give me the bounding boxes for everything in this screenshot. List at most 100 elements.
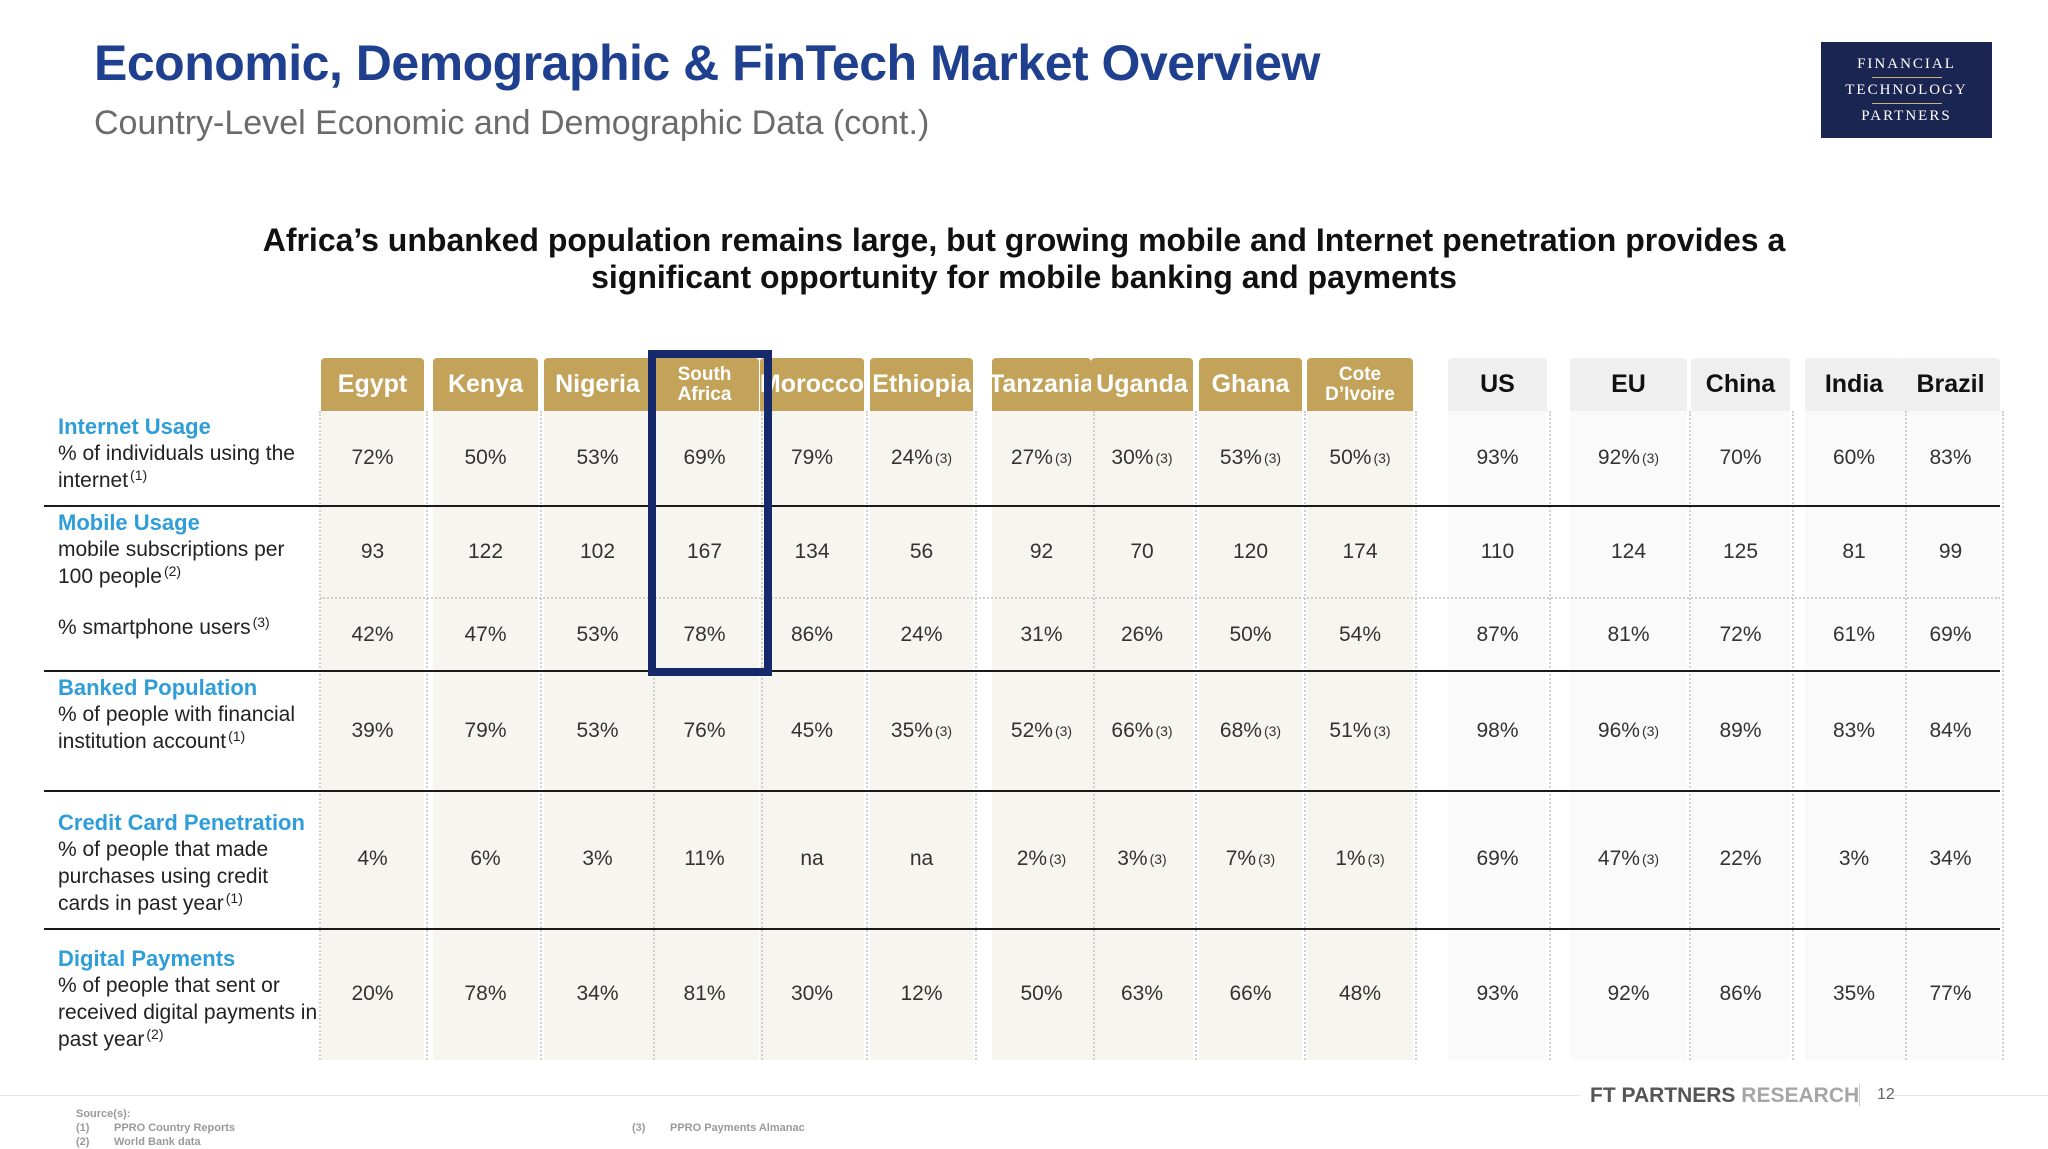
row-footnote: (2) (146, 1026, 164, 1042)
table-cell: 92% (3) (1597, 446, 1660, 469)
cell-value: 69% (683, 446, 726, 469)
cell-value: 11% (684, 847, 725, 870)
table-cell: 87% (1448, 598, 1547, 671)
table-cell: 122 (433, 505, 538, 598)
table-cell: 53% (544, 598, 651, 671)
cell-value: 98% (1476, 718, 1519, 742)
column-separator (319, 411, 321, 1060)
cell-value: 56 (909, 539, 934, 563)
column-band (544, 411, 651, 1060)
column-header-text: South Africa (677, 363, 732, 405)
cell-value: 93% (1476, 982, 1519, 1005)
table-cell: 102 (544, 505, 651, 598)
cell-value: 42% (351, 622, 394, 646)
table-cell: 79% (433, 671, 538, 790)
column-band (1691, 411, 1790, 1060)
row-footnote: (3) (252, 614, 270, 630)
table-cell: 69% (650, 411, 759, 505)
table-cell: 76% (650, 671, 759, 790)
cell-value: 66% (1229, 982, 1272, 1005)
row-divider (44, 928, 2000, 930)
cell-value: 83% (1832, 718, 1876, 742)
table-cell: 83% (1805, 671, 1903, 790)
row-category: Banked Population (58, 675, 258, 700)
row-divider (44, 790, 2000, 792)
table-cell: 68% (3) (1219, 718, 1282, 742)
column-separator (761, 411, 763, 1060)
column-separator (1195, 411, 1197, 1060)
table-cell: 84% (1901, 671, 2000, 790)
cell-value: 63% (1120, 982, 1164, 1005)
south-africa-highlight (648, 350, 772, 676)
table-cell: 31% (992, 598, 1091, 671)
cell-value: 31% (1020, 622, 1063, 646)
table-cell: 6% (433, 790, 538, 928)
table-cell: 174 (1307, 505, 1413, 598)
column-header-ethiopia: Ethiopia (870, 358, 973, 411)
cell-value: 120 (1232, 539, 1269, 563)
cell-value: 26% (1120, 622, 1164, 646)
table-cell: 45% (760, 671, 864, 790)
table-cell: 79% (760, 411, 864, 505)
table-cell: 50% (1199, 598, 1302, 671)
table-cell: 98% (1448, 671, 1547, 790)
source-item: (1) PPRO Country Reports (76, 1122, 236, 1134)
table-cell: 30% (760, 928, 864, 1060)
column-header-nigeria: Nigeria (544, 358, 651, 411)
column-header-india: India (1805, 358, 1903, 411)
cell-value: 7% (1225, 847, 1257, 870)
column-band (870, 411, 973, 1060)
cell-value: 53% (576, 718, 619, 742)
cell-value: 27% (1010, 446, 1053, 469)
row-description: % of individuals using the internet (58, 442, 295, 492)
row-label: % smartphone users (3) (58, 614, 318, 641)
table-cell: 63% (1091, 928, 1193, 1060)
cell-value: 35% (890, 718, 933, 742)
table-cell: 120 (1199, 505, 1302, 598)
cell-value: 54% (1338, 622, 1382, 646)
table-cell: 47% (3) (1597, 847, 1660, 870)
cell-value: 134 (794, 539, 830, 563)
table-cell: 89% (1691, 671, 1790, 790)
column-header-tanzania: Tanzania (989, 358, 1094, 411)
cell-value: 39% (351, 718, 394, 742)
row-footnote: (1) (130, 467, 148, 483)
page-title: Economic, Demographic & FinTech Market O… (94, 35, 1320, 91)
table-cell: na (760, 790, 864, 928)
footer-divider (1890, 1095, 2048, 1096)
row-category: Mobile Usage (58, 510, 200, 535)
cell-value: 72% (351, 446, 394, 469)
row-label: Digital Payments % of people that sent or… (58, 945, 318, 1053)
column-separator (1549, 411, 1551, 1060)
cell-value: 4% (357, 847, 388, 870)
cell-value: na (800, 847, 824, 870)
column-header-line: Cote (1338, 363, 1382, 385)
row-footnote: (2) (163, 563, 182, 579)
table-cell: 34% (1901, 790, 2000, 928)
table-cell: 1% (3) (1335, 847, 1385, 870)
table-cell: 4% (321, 790, 424, 928)
table-cell: 35% (3) (890, 718, 953, 742)
cell-value: 50% (1329, 446, 1372, 469)
cell-value: 76% (683, 718, 726, 742)
cell-value: 79% (464, 718, 507, 742)
table-cell: 24% (870, 598, 973, 671)
source-item: (3) PPRO Payments Almanac (632, 1122, 805, 1134)
column-band (321, 411, 424, 1060)
table-cell: 2% (3) (1016, 847, 1067, 870)
table-cell: 72% (321, 411, 424, 505)
cell-value: 72% (1719, 622, 1762, 646)
logo-line-2: TECHNOLOGY (1845, 81, 1968, 98)
cell-value: 89% (1719, 718, 1762, 742)
column-band (1448, 411, 1547, 1060)
column-band (433, 411, 538, 1060)
sources-label: Source(s): (76, 1108, 131, 1120)
column-header-egypt: Egypt (321, 358, 424, 411)
column-header-line: South (677, 363, 732, 385)
cell-value: 60% (1832, 446, 1876, 469)
table-cell: 77% (1901, 928, 2000, 1060)
cell-value: 86% (790, 622, 834, 646)
table-cell: 50% (3) (1329, 446, 1391, 469)
column-header-line: D’Ivoire (1325, 383, 1395, 405)
cell-value: 77% (1929, 982, 1972, 1005)
